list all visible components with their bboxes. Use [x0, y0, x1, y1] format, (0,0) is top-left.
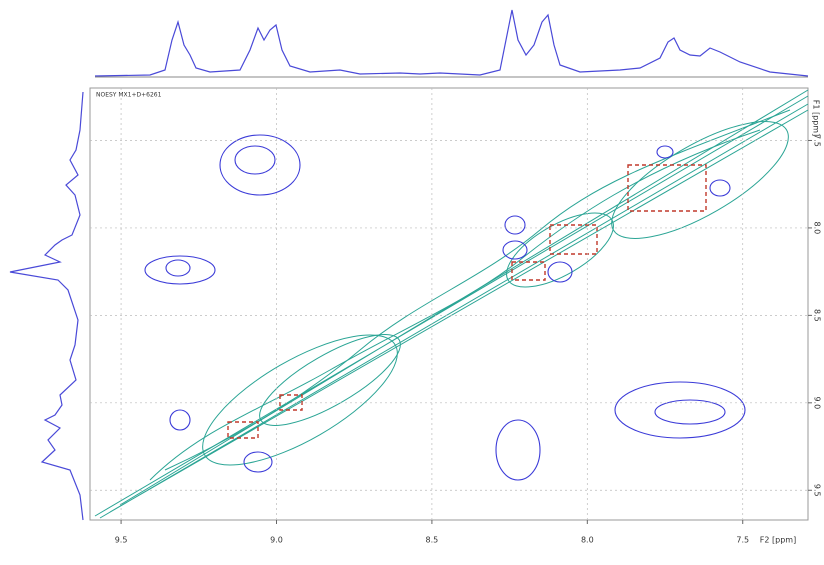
y-tick-label: 9.0	[813, 396, 822, 409]
x-tick-label: 9.0	[270, 536, 283, 545]
y-tick-label: 9.5	[813, 484, 822, 497]
spectrum-title: NOESY MX1+D+6261	[96, 92, 162, 99]
y-tick-label: 7.5	[813, 134, 822, 147]
left-projection	[9, 91, 84, 521]
top-projection	[94, 9, 809, 77]
x-axis-label: F2 [ppm]	[760, 536, 796, 545]
x-tick-label: 7.5	[736, 536, 749, 545]
x-tick-label: 9.5	[115, 536, 128, 545]
y-axis-label: F1 [ppm]	[812, 100, 821, 136]
x-tick-label: 8.0	[581, 536, 594, 545]
contours	[94, 89, 809, 519]
y-tick-label: 8.5	[813, 309, 822, 322]
x-tick-label: 8.5	[426, 536, 439, 545]
y-tick-label: 8.0	[813, 222, 822, 235]
